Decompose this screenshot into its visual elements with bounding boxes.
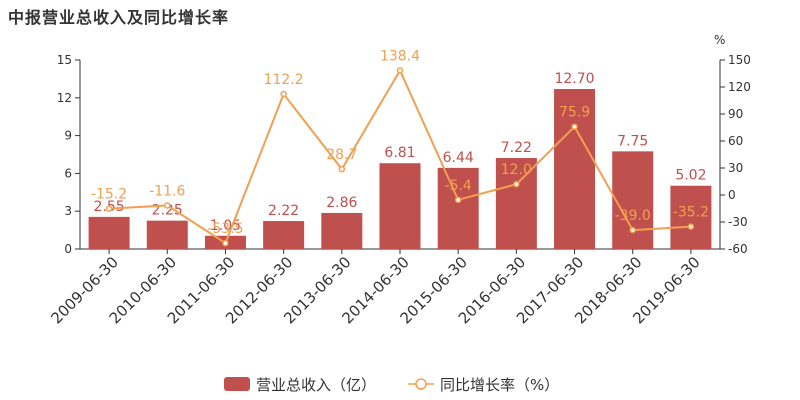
y-left-tick-label: 6 [64,166,72,180]
line-data-label: -39.0 [615,208,651,224]
y-left-tick-label: 0 [64,242,72,256]
y-left-tick-label: 3 [64,204,72,218]
bar-data-label: 7.22 [501,140,532,156]
bar [612,151,654,249]
line-point [571,123,578,130]
y-right-tick-label: 60 [728,134,743,148]
line-data-label: -15.2 [91,187,127,203]
y-right-tick-label: 150 [728,53,751,67]
y-left-tick-label: 9 [64,129,72,143]
y-left-tick-label: 15 [57,53,72,67]
y-left-tick-label: 12 [57,91,72,105]
y-right-unit: % [714,33,725,47]
bar-data-label: 2.86 [326,195,357,211]
bar [263,221,305,249]
legend-line-label: 同比增长率（%） [440,376,559,394]
bar [88,216,130,249]
line-point [338,165,346,173]
bar [146,220,188,249]
y-right-tick-label: -60 [728,242,748,256]
bar [670,185,712,249]
line-point [396,67,404,74]
line-point [687,223,695,230]
legend-bar-label: 营业总收入（亿） [256,376,376,394]
line-data-label: -53.5 [207,221,243,237]
chart-title: 中报营业总收入及同比增长率 [8,8,230,27]
line-point [105,205,113,212]
line-data-label: -35.2 [673,205,709,221]
bar [321,212,363,249]
line-data-label: 28.7 [326,147,357,163]
y-right-tick-label: 90 [728,107,743,121]
line-point [164,202,171,209]
line-data-label: 75.9 [559,105,590,121]
y-right-tick-label: 120 [728,80,751,94]
line-point [222,239,229,247]
bar [554,88,596,249]
bar-data-label: 5.02 [675,168,706,184]
line-data-label: 112.2 [264,72,304,88]
line-data-label: -11.6 [149,183,185,199]
line-data-label: 138.4 [380,48,420,64]
line-data-label: 12.0 [501,162,532,178]
bar-data-label: 7.75 [617,133,648,149]
bar-data-label: 6.81 [384,145,415,161]
line-point [513,180,520,188]
line-point [280,90,287,98]
line-point [454,196,462,204]
bar [495,158,537,249]
legend-line-marker [415,378,427,390]
line-point [629,226,636,234]
bar [379,163,421,249]
line-data-label: -5.4 [445,178,472,194]
legend-bar-swatch [224,377,250,391]
y-right-tick-label: -30 [728,215,748,229]
bar-data-label: 6.44 [443,150,474,166]
y-right-tick-label: 0 [728,188,736,202]
bar [437,167,479,249]
bar-data-label: 2.22 [268,203,299,219]
bar-data-label: 12.70 [554,71,594,87]
y-right-tick-label: 30 [728,161,743,175]
